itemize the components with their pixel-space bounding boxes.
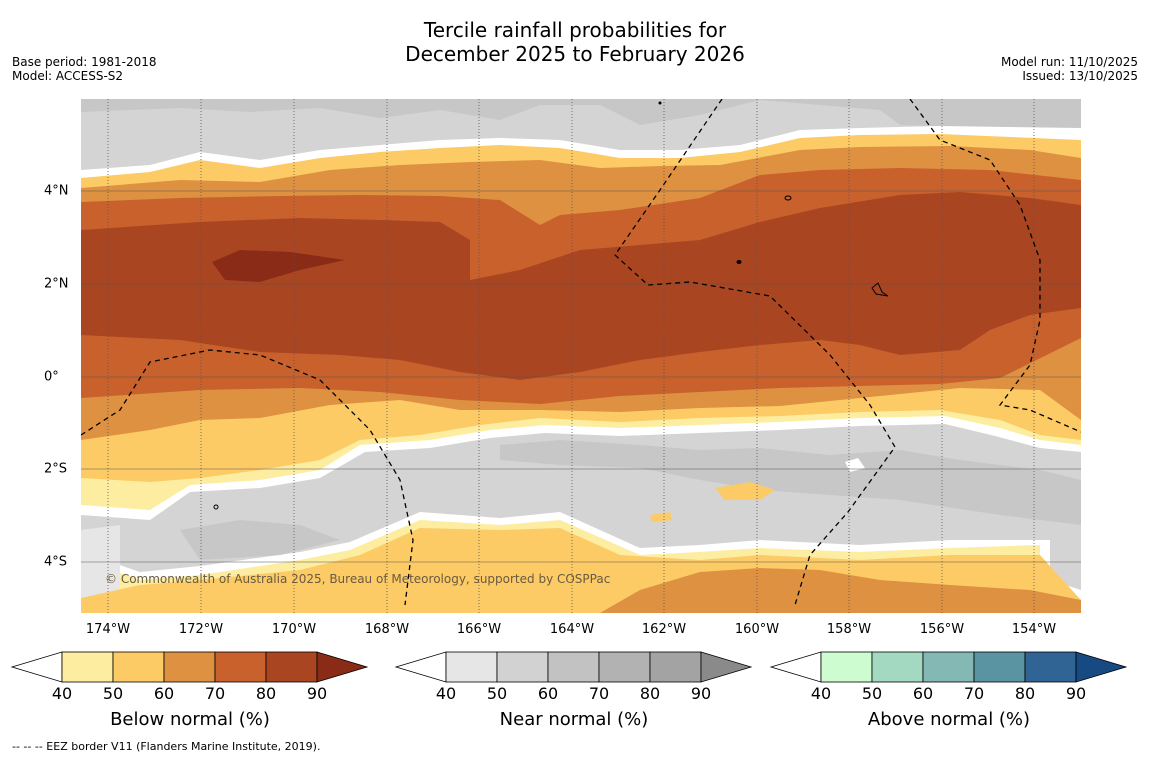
legend-swatch <box>265 651 318 683</box>
near-normal-lightest-west <box>81 525 120 600</box>
eez-border-central <box>614 99 896 606</box>
lon-label: 164°W <box>549 622 595 637</box>
legend-swatch <box>649 651 702 683</box>
lat-label: 4°N <box>44 183 69 199</box>
lat-label: 2°S <box>44 461 68 477</box>
island-1 <box>784 195 792 201</box>
legend-title-below: Below normal (%) <box>110 709 270 730</box>
legend-tick: 50 <box>102 684 124 703</box>
small-below-normal-patch-2 <box>650 512 672 522</box>
near-normal-darker-north <box>81 99 1081 130</box>
lat-label: 0° <box>44 369 59 385</box>
legend-tick: 90 <box>690 684 712 703</box>
lon-label: 172°W <box>178 622 224 637</box>
legend-arrow-low <box>394 651 447 683</box>
near-normal-darker-south <box>500 440 1081 525</box>
legend-tick: 60 <box>537 684 559 703</box>
lon-label: 156°W <box>919 622 965 637</box>
legend-swatch <box>973 651 1026 683</box>
lon-label: 158°W <box>826 622 872 637</box>
legend-arrow-high <box>700 651 753 683</box>
island-3 <box>736 260 742 264</box>
copyright-notice: © Commonwealth of Australia 2025, Bureau… <box>105 572 611 586</box>
legend-swatch <box>820 651 873 683</box>
legend-swatch <box>163 651 216 683</box>
model-info: Base period: 1981-2018 Model: ACCESS-S2 <box>12 55 157 83</box>
legend-swatch <box>61 651 114 683</box>
lat-label: 4°S <box>44 554 68 570</box>
legend-arrow-high <box>1075 651 1128 683</box>
map-title: Tercile rainfall probabilities for Decem… <box>0 18 1150 66</box>
lon-label: 174°W <box>85 622 131 637</box>
below-normal-80-90 <box>81 192 1081 380</box>
eez-borders <box>81 99 1081 606</box>
legend-above-normal <box>769 651 1128 683</box>
model-name: Model: ACCESS-S2 <box>12 69 124 83</box>
legend-title-near: Near normal (%) <box>499 709 649 730</box>
legend-arrow-low <box>10 651 63 683</box>
legend-tick: 40 <box>810 684 832 703</box>
legend-tick: 80 <box>1014 684 1036 703</box>
legend-swatch <box>598 651 651 683</box>
lon-label: 170°W <box>271 622 317 637</box>
legend-tick: 70 <box>588 684 610 703</box>
small-below-normal-patch-1 <box>715 482 775 500</box>
legend-tick: 60 <box>912 684 934 703</box>
islands <box>213 101 889 510</box>
title-line-2: December 2025 to February 2026 <box>405 42 745 66</box>
eez-border-east <box>909 99 1081 433</box>
legend-swatch <box>445 651 498 683</box>
legend-tick: 40 <box>51 684 73 703</box>
issued-date: Issued: 13/10/2025 <box>1022 69 1138 83</box>
near-normal-darker-southwest <box>180 520 340 560</box>
lon-label: 160°W <box>734 622 780 637</box>
legend-swatch <box>112 651 165 683</box>
below-normal-90-plus <box>212 250 345 282</box>
parallels <box>81 190 1081 563</box>
island-2 <box>213 504 219 510</box>
legend-swatch <box>547 651 600 683</box>
legend-swatch <box>922 651 975 683</box>
legend-tick: 90 <box>306 684 328 703</box>
legend-swatch <box>1024 651 1077 683</box>
legend-tick: 50 <box>486 684 508 703</box>
island-atoll <box>871 282 889 297</box>
legend-tick: 60 <box>153 684 175 703</box>
small-white-patch <box>845 458 865 472</box>
below-normal-60-70-far-south <box>600 568 1081 613</box>
eez-footnote: -- -- -- EEZ border V11 (Flanders Marine… <box>12 740 321 753</box>
legend-title-above: Above normal (%) <box>867 709 1031 730</box>
legend-arrow-high <box>316 651 369 683</box>
legend-tick: 80 <box>639 684 661 703</box>
legend-swatch <box>214 651 267 683</box>
island-4 <box>658 101 662 105</box>
legend-tick: 90 <box>1065 684 1087 703</box>
legend-tick: 50 <box>861 684 883 703</box>
map-field <box>81 99 1081 613</box>
lon-label: 166°W <box>456 622 502 637</box>
legend-near-normal <box>394 651 753 683</box>
legend-tick: 70 <box>204 684 226 703</box>
run-info: Model run: 11/10/2025 Issued: 13/10/2025 <box>1001 55 1138 83</box>
legend-swatch <box>871 651 924 683</box>
base-period: Base period: 1981-2018 <box>12 55 157 69</box>
eez-border-west <box>81 349 414 606</box>
title-line-1: Tercile rainfall probabilities for <box>423 18 727 42</box>
model-run: Model run: 11/10/2025 <box>1000 55 1138 69</box>
legend-tick: 40 <box>435 684 457 703</box>
lon-label: 154°W <box>1011 622 1057 637</box>
legend-arrow-low <box>769 651 822 683</box>
legend-swatch <box>496 651 549 683</box>
lat-label: 2°N <box>44 276 69 292</box>
lon-label: 168°W <box>364 622 410 637</box>
lon-label: 162°W <box>641 622 687 637</box>
legend-tick: 80 <box>255 684 277 703</box>
legend-tick: 70 <box>963 684 985 703</box>
legend-below-normal <box>10 651 369 683</box>
